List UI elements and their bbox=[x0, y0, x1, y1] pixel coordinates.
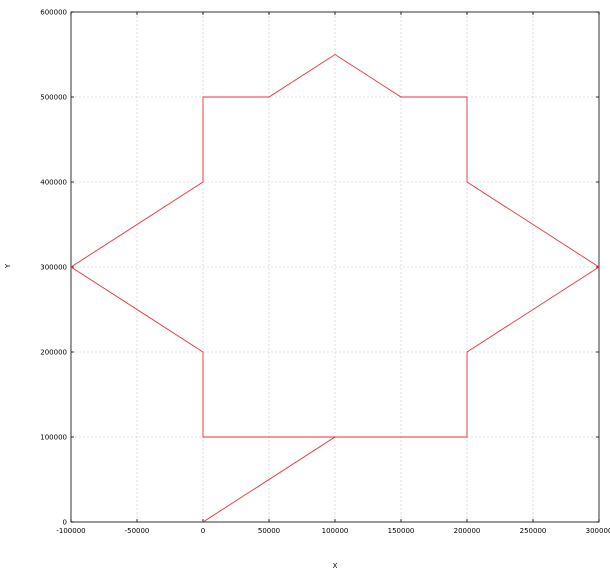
x-tick-label: 200000 bbox=[454, 527, 481, 535]
ticks: -100000 -50000 0 50000 100000 150000 200000 250… bbox=[40, 9, 610, 536]
x-tick-label: 150000 bbox=[388, 527, 415, 535]
x-tick-label: 250000 bbox=[520, 527, 547, 535]
x-tick-label: 300000 bbox=[586, 527, 610, 535]
x-tick-label: -50000 bbox=[125, 527, 150, 535]
y-tick-label: 300000 bbox=[40, 264, 67, 272]
series bbox=[70, 53, 600, 523]
y-tick-label: 200000 bbox=[40, 349, 67, 357]
y-tick-label: 600000 bbox=[40, 9, 67, 17]
y-tick-label: 0 bbox=[63, 519, 67, 527]
y-tick-label: 500000 bbox=[40, 94, 67, 102]
x-tick-label: 0 bbox=[201, 527, 205, 535]
series-line-0 bbox=[70, 53, 600, 523]
y-tick-label: 400000 bbox=[40, 179, 67, 187]
x-tick-label: 50000 bbox=[258, 527, 280, 535]
grid bbox=[71, 12, 599, 522]
x-tick-label: 100000 bbox=[322, 527, 349, 535]
y-axis-label: Y bbox=[4, 263, 12, 269]
x-tick-label: -100000 bbox=[56, 527, 85, 535]
x-axis-label: X bbox=[333, 562, 338, 570]
y-tick-label: 100000 bbox=[40, 434, 67, 442]
